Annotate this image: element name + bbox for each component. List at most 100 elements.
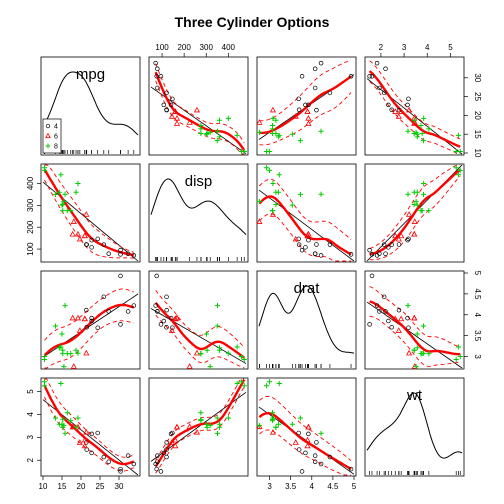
point-group-6 [193,349,201,356]
point-group-8 [62,191,68,197]
variable-label-wt: wt [406,387,423,404]
point-group-8 [198,351,204,357]
point-group-4 [406,325,411,330]
panel-frame [256,56,357,156]
tick-label: 15 [58,482,67,491]
point-group-8 [413,363,419,370]
point-group-4 [106,459,111,464]
spread-lower [44,396,134,472]
panel-drat-vs-drat: drat [256,270,357,370]
point-group-6 [168,113,176,119]
tick-label: 300 [26,198,35,212]
tick-label: 400 [26,176,35,190]
point-group-8 [214,323,220,329]
point-group-6 [69,230,76,237]
tick-label: 3 [26,435,35,440]
legend-box [42,118,62,154]
point-group-8 [273,424,279,430]
point-group-8 [56,189,62,195]
point-group-8 [270,415,276,421]
point-group-6 [269,106,277,113]
point-group-8 [225,115,231,122]
point-group-4 [348,466,354,472]
smoother-line [43,303,135,357]
density-curve-wt [366,392,463,459]
point-group-6 [81,442,88,449]
point-group-6 [83,428,90,435]
point-group-6 [305,423,312,430]
point-group-8 [41,379,48,385]
point-group-4 [155,459,160,464]
point-group-4 [306,431,311,437]
point-group-4 [312,459,318,464]
point-group-8 [269,122,276,129]
point-group-8 [198,416,204,423]
point-group-4 [164,454,169,460]
point-group-8 [216,345,223,351]
point-group-4 [296,96,301,102]
point-group-4 [299,247,305,253]
panel-frame [256,377,357,477]
point-group-4 [383,66,388,72]
point-group-4 [164,90,169,96]
point-group-8 [75,350,81,356]
tick-label: 4 [310,482,315,491]
tick-label: 4 [473,313,482,318]
point-group-8 [276,132,282,138]
point-group-4 [405,237,410,243]
panel-frame [256,163,357,263]
point-group-4 [170,96,175,102]
point-group-4 [84,307,89,313]
point-group-6 [392,232,399,239]
point-group-4 [95,325,100,330]
point-group-8 [214,137,220,144]
point-group-6 [398,108,405,114]
point-group-8 [455,132,462,138]
panel-mpg-vs-disp [148,56,249,156]
point-group-6 [70,423,77,429]
point-group-8 [41,353,48,360]
point-group-8 [266,379,273,385]
point-group-4 [306,102,311,108]
point-group-4 [101,454,107,460]
point-group-8 [234,344,240,350]
point-group-6 [304,436,311,443]
spread-upper [259,395,352,462]
legend-label: 4 [54,124,58,131]
tick-label: 4.5 [327,482,339,491]
point-group-8 [297,415,303,421]
point-group-4 [296,430,301,436]
point-group-6 [173,114,181,121]
point-group-4 [306,237,311,243]
point-group-8 [421,180,427,187]
point-group-4 [89,237,94,243]
point-group-4 [381,90,387,96]
panel-frame [148,377,249,477]
panel-frame [364,377,465,477]
point-group-4 [89,450,94,456]
point-group-8 [426,208,432,214]
panel-frame [364,56,465,156]
spread-upper [44,378,134,458]
panel-frame [40,163,141,263]
point-group-8 [73,347,79,353]
point-group-4 [155,66,160,72]
point-group-8 [318,191,324,197]
point-group-4 [164,325,169,330]
panel-frame [40,270,141,370]
point-group-4 [312,251,318,256]
point-group-8 [413,198,419,205]
tick-label: 3.5 [473,330,482,342]
point-group-4 [158,74,164,79]
point-group-8 [256,198,263,205]
point-group-8 [405,128,411,134]
tick-label: 3 [267,482,272,491]
smoother-line [154,71,246,151]
point-group-4 [125,251,131,256]
point-group-8 [405,191,411,197]
point-group-6 [305,120,312,126]
panel-wt-vs-wt: wt [364,377,465,477]
point-group-4 [386,245,391,250]
point-group-6 [69,314,76,321]
